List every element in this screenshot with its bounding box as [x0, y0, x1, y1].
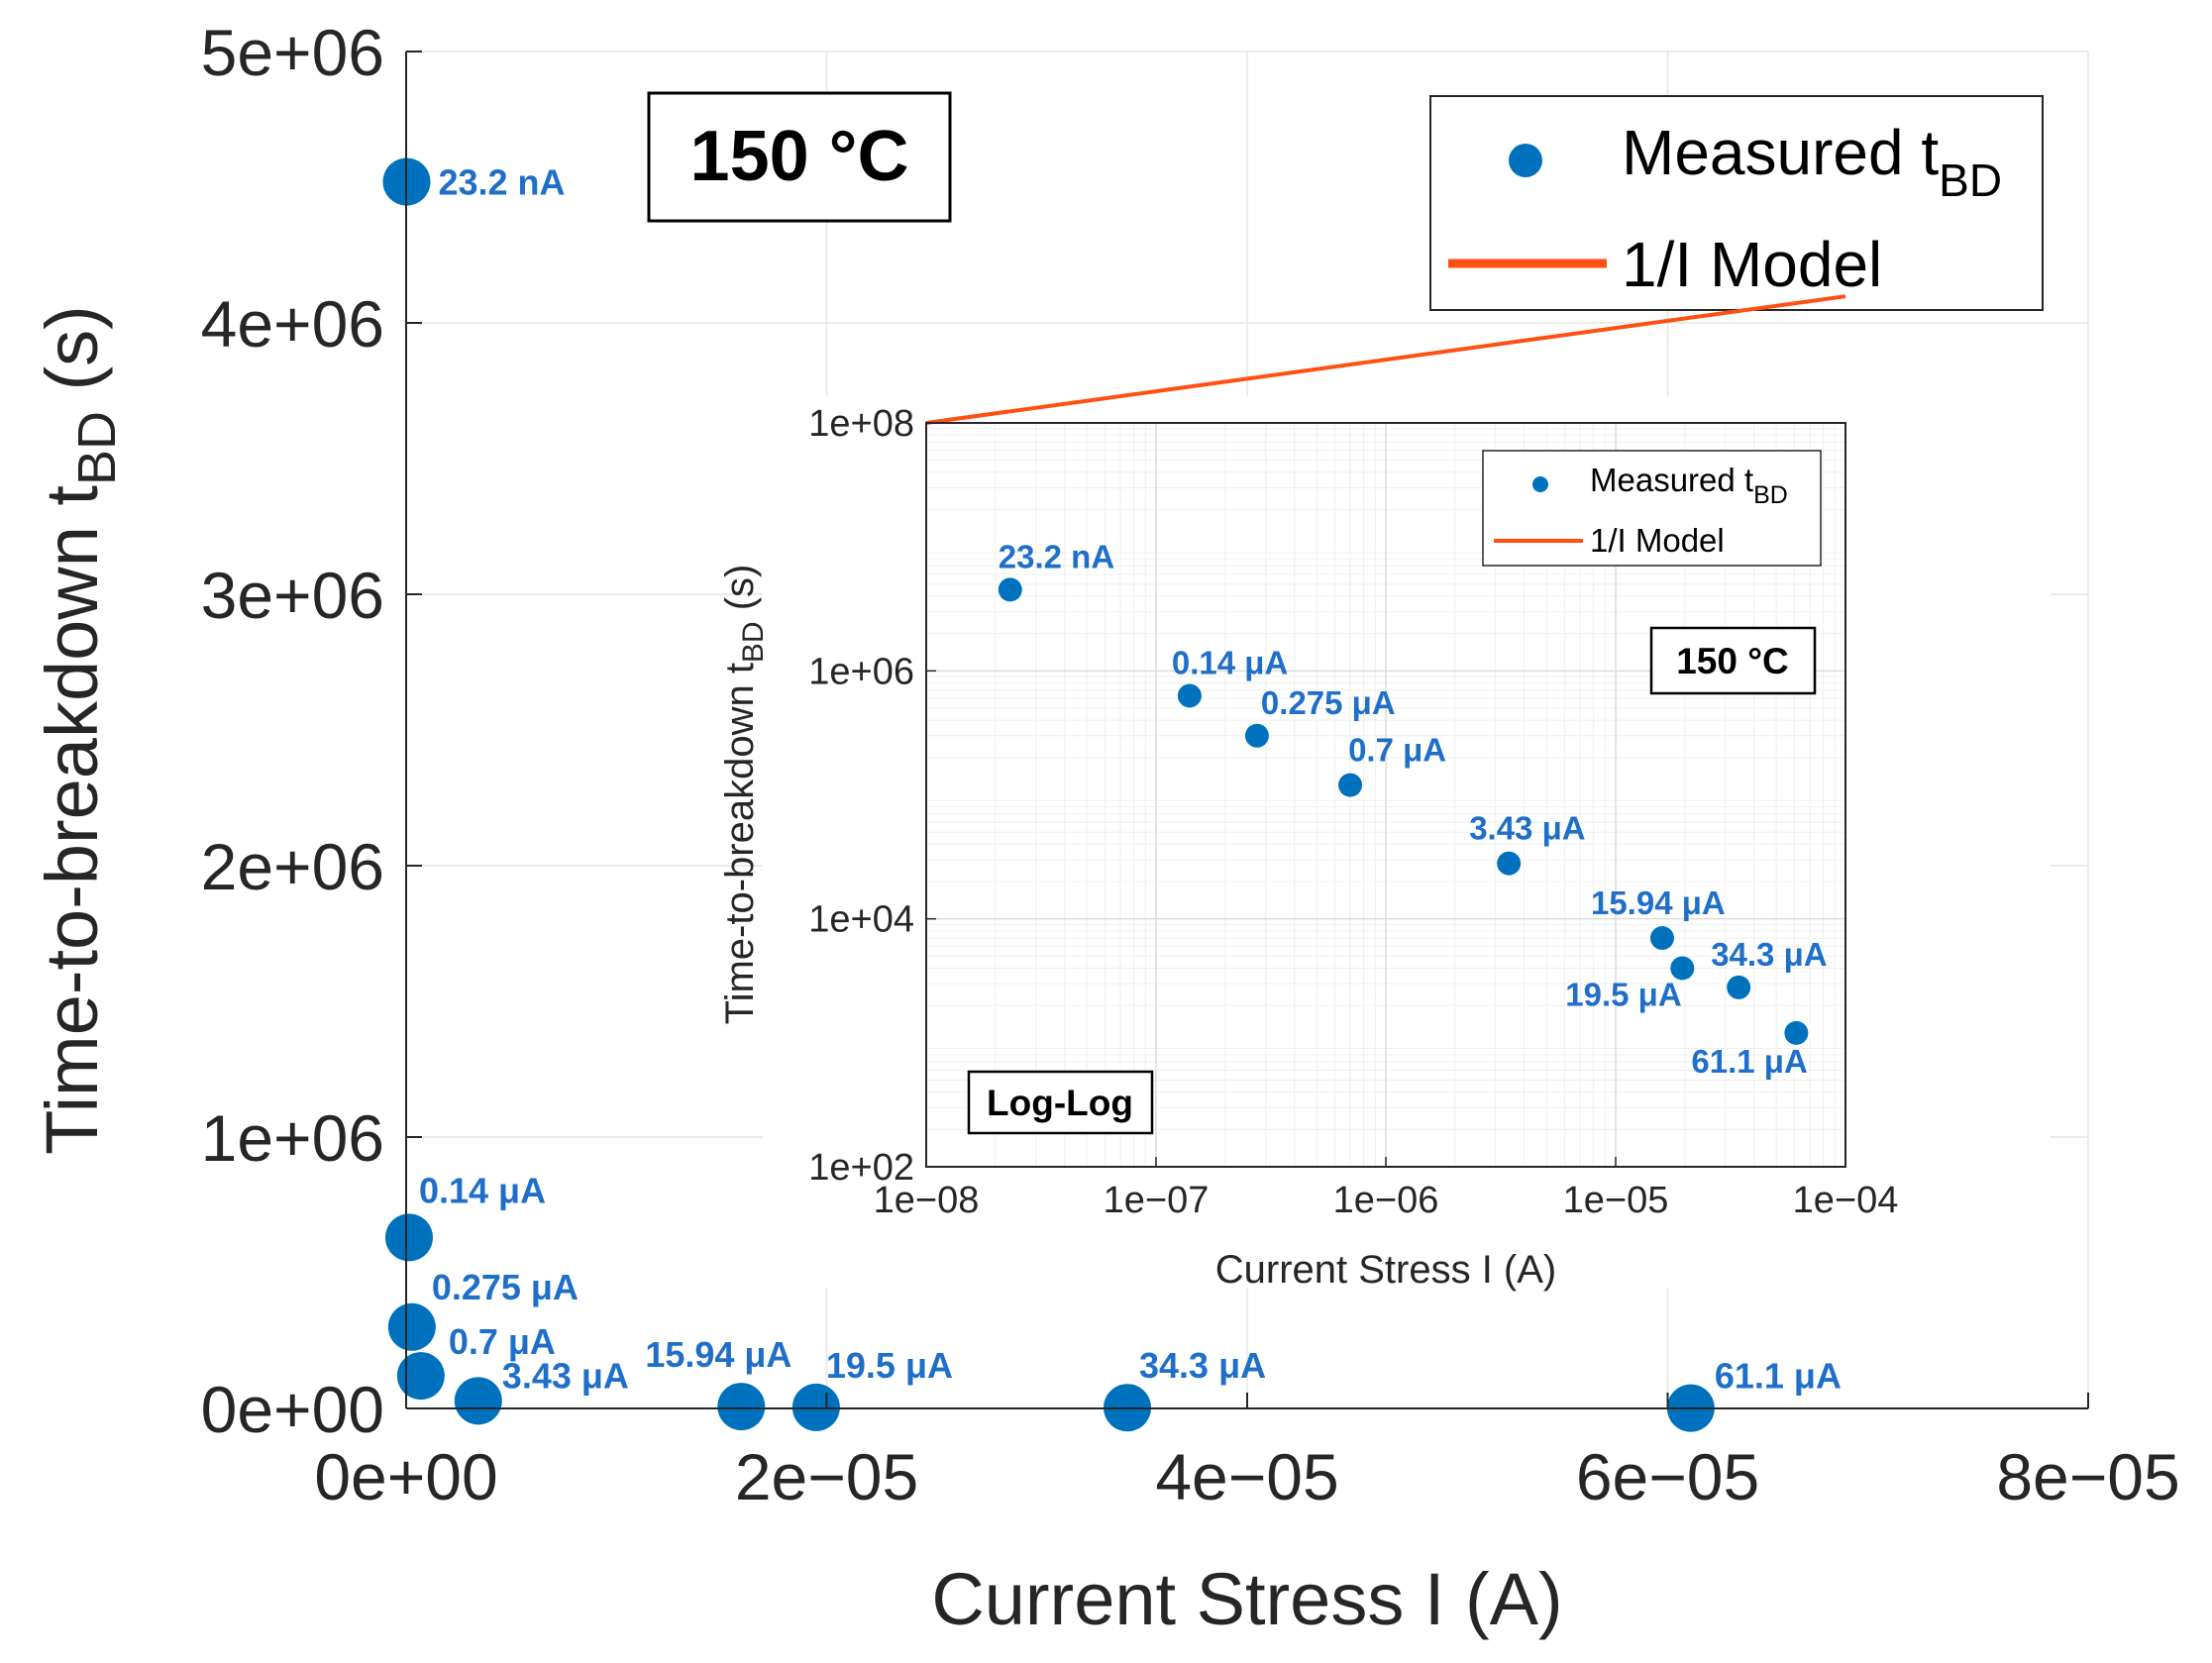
- main-x-tick-label: 4e−05: [1155, 1440, 1338, 1513]
- inset-point-label: 0.7 μA: [1348, 732, 1446, 769]
- inset-point-label: 61.1 μA: [1691, 1043, 1807, 1080]
- inset-data-point: [1649, 926, 1674, 951]
- inset-point-label: 34.3 μA: [1711, 936, 1827, 973]
- inset-y-tick-label: 1e+06: [808, 651, 914, 692]
- main-point-label: 3.43 μA: [502, 1355, 629, 1396]
- inset-point-label: 0.275 μA: [1261, 684, 1396, 721]
- inset-x-tick-label: 1e−06: [1333, 1180, 1439, 1221]
- main-y-tick-label: 0e+00: [201, 1373, 384, 1446]
- inset-point-labels: 23.2 nA 0.14 μA 0.275 μA 0.7 μA 3.43 μA15.94…: [999, 538, 1828, 1080]
- inset-point-label: 19.5 μA: [1565, 976, 1681, 1012]
- inset-x-axis-title: Current Stress I (A): [1215, 1248, 1557, 1292]
- main-data-point: [791, 1383, 840, 1431]
- main-x-tick-label: 2e−05: [735, 1440, 918, 1513]
- main-y-axis-title: Time-to-breakdown tBD (s): [31, 305, 127, 1155]
- inset-x-tick-label: 1e−08: [874, 1180, 980, 1221]
- main-point-label: 23.2 nA: [438, 162, 565, 203]
- main-point-label: 0.7 μA: [449, 1321, 556, 1362]
- inset-legend: Measured tBD 1/I Model: [1482, 450, 1822, 567]
- inset-scale-text: Log-Log: [987, 1083, 1133, 1123]
- main-legend-model: 1/I Model: [1622, 229, 1882, 300]
- inset-temperature-annotation: 150 °C: [1649, 626, 1817, 695]
- inset-x-tick-label: 1e−05: [1563, 1180, 1669, 1221]
- inset-point-label: 15.94 μA: [1591, 884, 1726, 921]
- inset-model-line: [925, 294, 1846, 425]
- inset-y-tick-label: 1e+04: [808, 899, 914, 941]
- main-legend-marker: [1509, 144, 1542, 177]
- inset-legend-marker: [1532, 476, 1548, 492]
- inset-point-label: 3.43 μA: [1469, 810, 1585, 847]
- main-point-label: 34.3 μA: [1139, 1345, 1266, 1386]
- main-y-tick-label: 3e+06: [201, 559, 384, 632]
- main-point-labels: 23.2 nA0.14 μA0.275 μA0.7 μA3.43 μA15.94…: [419, 162, 1842, 1397]
- main-x-tick-label: 0e+00: [314, 1440, 497, 1513]
- main-point-label: 0.14 μA: [419, 1170, 546, 1210]
- inset-data-point: [1497, 851, 1522, 876]
- inset-point-label: 23.2 nA: [999, 538, 1114, 574]
- inset-y-ticks: 1e+02 1e+04 1e+06 1e+08: [808, 403, 936, 1189]
- main-legend-measured: Measured tBD: [1622, 117, 2002, 206]
- inset-model-curve: [925, 294, 1846, 425]
- inset-scale-annotation: Log-Log: [967, 1070, 1154, 1135]
- inset-data-point: [998, 577, 1022, 602]
- inset-y-tick-label: 1e+08: [808, 403, 914, 445]
- inset-data-point: [1784, 1020, 1809, 1045]
- main-point-label: 0.275 μA: [432, 1267, 579, 1307]
- main-x-ticks: 0e+00 2e−05 4e−05 6e−05 8e−05: [314, 1393, 2180, 1513]
- main-y-tick-label: 5e+06: [201, 16, 384, 89]
- inset-data-point: [1338, 773, 1363, 797]
- main-data-point: [384, 1213, 433, 1262]
- inset-point-label: 0.14 μA: [1172, 644, 1288, 680]
- inset-x-tick-label: 1e−04: [1793, 1180, 1899, 1221]
- main-y-ticks: 0e+00 1e+06 2e+06 3e+06 4e+06 5e+06: [201, 16, 422, 1446]
- main-point-label: 19.5 μA: [826, 1345, 953, 1386]
- inset-data-point: [1670, 956, 1695, 981]
- inset-y-axis-title: Time-to-breakdown tBD (s): [718, 565, 770, 1025]
- inset-points: [998, 577, 1809, 1045]
- inset-data-point: [1244, 723, 1269, 748]
- main-y-tick-label: 2e+06: [201, 830, 384, 903]
- main-y-tick-label: 4e+06: [201, 287, 384, 361]
- inset-legend-measured: Measured tBD: [1590, 462, 1788, 509]
- main-legend: Measured tBD 1/I Model: [1429, 95, 2044, 311]
- inset-plot: 23.2 nA 0.14 μA 0.275 μA 0.7 μA 3.43 μA15.94…: [718, 294, 2051, 1292]
- main-x-tick-label: 6e−05: [1576, 1440, 1759, 1513]
- inset-grid: [925, 422, 1846, 1168]
- main-data-point: [396, 1352, 445, 1401]
- main-data-point: [454, 1377, 502, 1425]
- inset-data-point: [1727, 975, 1751, 999]
- main-data-point: [387, 1302, 436, 1351]
- main-x-tick-label: 8e−05: [1996, 1440, 2179, 1513]
- main-data-point: [717, 1383, 766, 1431]
- inset-x-tick-label: 1e−07: [1104, 1180, 1210, 1221]
- inset-legend-model: 1/I Model: [1590, 522, 1725, 559]
- inset-x-ticks: 1e−08 1e−07 1e−06 1e−05 1e−04: [874, 1157, 1899, 1221]
- inset-y-tick-label: 1e+02: [808, 1147, 914, 1189]
- main-temperature-text: 150 °C: [690, 117, 909, 196]
- main-y-tick-label: 1e+06: [201, 1101, 384, 1175]
- main-point-label: 15.94 μA: [645, 1334, 791, 1375]
- main-point-label: 61.1 μA: [1715, 1356, 1842, 1397]
- inset-temperature-text: 150 °C: [1676, 641, 1789, 681]
- main-x-axis-title: Current Stress I (A): [931, 1558, 1562, 1640]
- inset-data-point: [1177, 683, 1202, 708]
- main-temperature-annotation: 150 °C: [647, 91, 952, 223]
